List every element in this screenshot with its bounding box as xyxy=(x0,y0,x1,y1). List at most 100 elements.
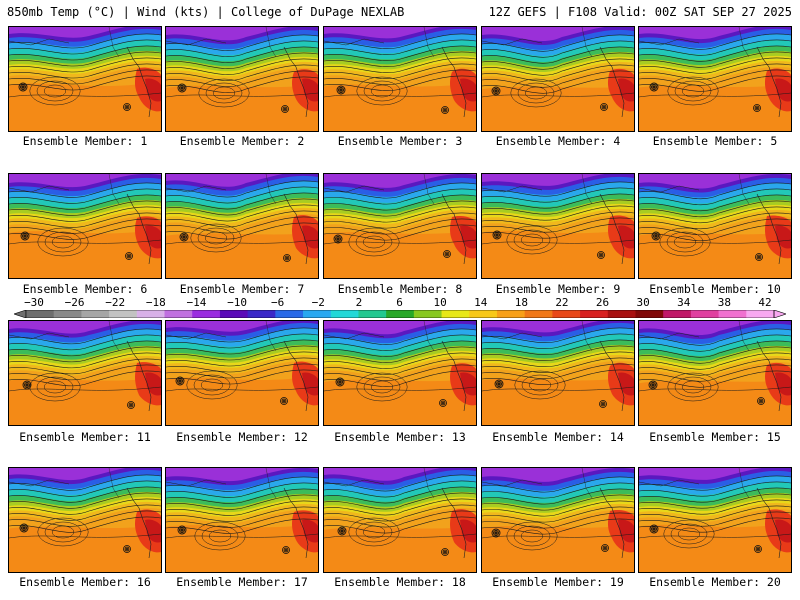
ensemble-member-caption: Ensemble Member: 20 xyxy=(649,575,781,589)
colorbar-tick-label: −22 xyxy=(105,296,126,309)
colorbar-segment xyxy=(524,310,553,318)
ensemble-member-caption: Ensemble Member: 4 xyxy=(495,134,621,148)
colorbar-arrow-right xyxy=(773,310,786,318)
colorbar-segment xyxy=(469,310,498,318)
ensemble-member-caption: Ensemble Member: 2 xyxy=(179,134,305,148)
ensemble-member-caption: Ensemble Member: 18 xyxy=(334,575,466,589)
colorbar-segment xyxy=(441,310,470,318)
colorbar-tick-label: 6 xyxy=(396,296,403,309)
colorbar-tick-label: 14 xyxy=(474,296,488,309)
ensemble-map-panel xyxy=(165,320,319,426)
ensemble-map-panel xyxy=(481,26,635,132)
temperature-field-map xyxy=(639,468,791,572)
colorbar-tick-label: −6 xyxy=(271,296,285,309)
colorbar-segment xyxy=(53,310,82,318)
temperature-field-map xyxy=(9,27,161,131)
ensemble-map-panel xyxy=(481,320,635,426)
ensemble-member-caption: Ensemble Member: 3 xyxy=(337,134,463,148)
ensemble-map-panel xyxy=(165,467,319,573)
colorbar-tick-label: −26 xyxy=(64,296,85,309)
colorbar-tick-label: 2 xyxy=(355,296,363,309)
colorbar-segment xyxy=(109,310,138,318)
ensemble-member-caption: Ensemble Member: 16 xyxy=(19,575,151,589)
ensemble-member-caption: Ensemble Member: 14 xyxy=(492,430,624,444)
colorbar-tick-label: −14 xyxy=(186,296,207,309)
colorbar-segment xyxy=(718,310,747,318)
ensemble-map-panel xyxy=(638,467,792,573)
header-title-right: 12Z GEFS | F108 Valid: 00Z SAT SEP 27 20… xyxy=(488,5,792,19)
ensemble-map-panel xyxy=(323,320,477,426)
ensemble-member-caption: Ensemble Member: 9 xyxy=(495,282,621,296)
ensemble-map-panel xyxy=(638,173,792,279)
colorbar-frame xyxy=(25,310,775,318)
colorbar-tick-label: 30 xyxy=(636,296,650,309)
ensemble-map-panel xyxy=(323,26,477,132)
colorbar-segment xyxy=(136,310,165,318)
temperature-field-map xyxy=(9,468,161,572)
colorbar-tick-label: 42 xyxy=(758,296,772,309)
header-title-left: 850mb Temp (°C) | Wind (kts) | College o… xyxy=(7,5,405,19)
temperature-field-map xyxy=(639,174,791,278)
ensemble-member-caption: Ensemble Member: 17 xyxy=(176,575,308,589)
colorbar-segment xyxy=(413,310,442,318)
temperature-field-map xyxy=(324,174,476,278)
colorbar-segment xyxy=(552,310,581,318)
temperature-field-map xyxy=(482,174,634,278)
colorbar-tick-label: −30 xyxy=(24,296,44,309)
ensemble-map-panel xyxy=(638,26,792,132)
colorbar-tick-label: 18 xyxy=(514,296,528,309)
ensemble-map-panel xyxy=(8,320,162,426)
colorbar-segment xyxy=(81,310,110,318)
ensemble-map-panel xyxy=(8,467,162,573)
colorbar-tick-label: 22 xyxy=(555,296,569,309)
ensemble-member-caption: Ensemble Member: 11 xyxy=(19,430,151,444)
colorbar-segment xyxy=(164,310,193,318)
colorbar-segment xyxy=(275,310,304,318)
ensemble-member-caption: Ensemble Member: 6 xyxy=(22,282,148,296)
ensemble-member-caption: Ensemble Member: 10 xyxy=(649,282,781,296)
ensemble-member-caption: Ensemble Member: 19 xyxy=(492,575,624,589)
ensemble-map-panel xyxy=(481,467,635,573)
colorbar-segment xyxy=(192,310,221,318)
colorbar-segment xyxy=(386,310,415,318)
temperature-field-map xyxy=(166,174,318,278)
colorbar-tick-label: −10 xyxy=(227,296,247,309)
colorbar-tick-label: 26 xyxy=(595,296,610,309)
temperature-field-map xyxy=(9,174,161,278)
ensemble-member-caption: Ensemble Member: 7 xyxy=(179,282,305,296)
colorbar-segment xyxy=(303,310,332,318)
temperature-field-map xyxy=(482,27,634,131)
temperature-field-map xyxy=(482,321,634,425)
colorbar-segment xyxy=(746,310,775,318)
temperature-field-map xyxy=(166,321,318,425)
colorbar-segment xyxy=(496,310,526,318)
colorbar-segment xyxy=(663,310,692,318)
ensemble-map-panel xyxy=(8,173,162,279)
temperature-field-map xyxy=(324,27,476,131)
colorbar-segment xyxy=(635,310,664,318)
temperature-field-map xyxy=(639,27,791,131)
colorbar-tick-label: −18 xyxy=(145,296,166,309)
ensemble-member-caption: Ensemble Member: 13 xyxy=(334,430,466,444)
ensemble-map-panel xyxy=(165,173,319,279)
temperature-field-map xyxy=(166,27,318,131)
ensemble-member-caption: Ensemble Member: 5 xyxy=(652,134,778,148)
colorbar-arrow-left xyxy=(14,310,27,318)
colorbar-tick-label: 34 xyxy=(677,296,691,309)
colorbar-tick-label: 10 xyxy=(433,296,447,309)
colorbar-segment xyxy=(247,310,276,318)
temperature-field-map xyxy=(482,468,634,572)
ensemble-member-caption: Ensemble Member: 8 xyxy=(337,282,463,296)
colorbar-segment xyxy=(358,310,387,318)
colorbar-segment xyxy=(690,310,719,318)
colorbar-segment xyxy=(607,310,636,318)
ensemble-member-caption: Ensemble Member: 1 xyxy=(22,134,148,148)
ensemble-member-caption: Ensemble Member: 12 xyxy=(176,430,308,444)
colorbar-segment xyxy=(219,310,249,318)
temperature-field-map xyxy=(166,468,318,572)
colorbar-segment xyxy=(26,310,55,318)
colorbar-segment xyxy=(330,310,359,318)
ensemble-member-caption: Ensemble Member: 15 xyxy=(649,430,781,444)
temperature-field-map xyxy=(9,321,161,425)
temperature-field-map xyxy=(324,468,476,572)
